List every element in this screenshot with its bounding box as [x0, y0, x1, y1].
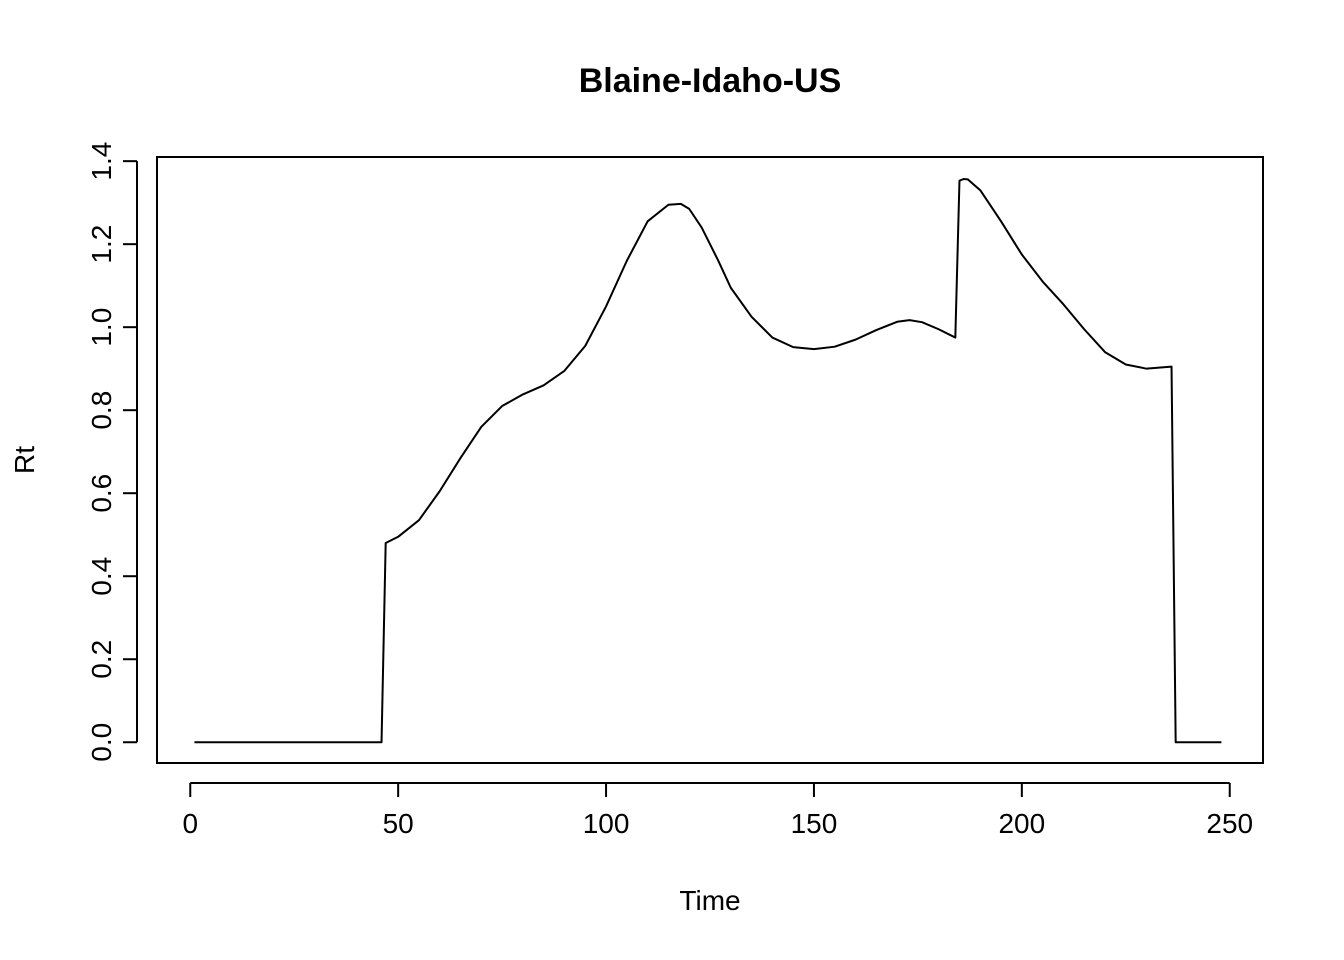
x-tick-label: 100 — [583, 808, 630, 839]
y-tick-label: 0.0 — [86, 723, 117, 762]
x-tick-label: 200 — [998, 808, 1045, 839]
y-tick-label: 0.4 — [86, 557, 117, 596]
y-tick-label: 1.0 — [86, 308, 117, 347]
chart-title: Blaine-Idaho-US — [579, 62, 842, 100]
x-tick-label: 0 — [182, 808, 198, 839]
y-tick-label: 0.2 — [86, 640, 117, 679]
x-tick-label: 50 — [383, 808, 414, 839]
y-tick-label: 1.4 — [86, 142, 117, 181]
x-tick-label: 250 — [1206, 808, 1253, 839]
x-axis: 0 50 100 150 200 250 — [182, 782, 1253, 839]
x-axis-title: Time — [679, 885, 740, 916]
y-tick-label: 1.2 — [86, 225, 117, 264]
y-tick-label: 0.8 — [86, 391, 117, 430]
y-axis-title: Rt — [9, 446, 40, 474]
y-tick-label: 0.6 — [86, 474, 117, 513]
plot-frame — [156, 156, 1264, 764]
y-axis: 0.0 0.2 0.4 0.6 0.8 1.0 1.2 1.4 — [86, 142, 138, 762]
rt-series-line — [194, 178, 1222, 744]
x-tick-label: 150 — [791, 808, 838, 839]
